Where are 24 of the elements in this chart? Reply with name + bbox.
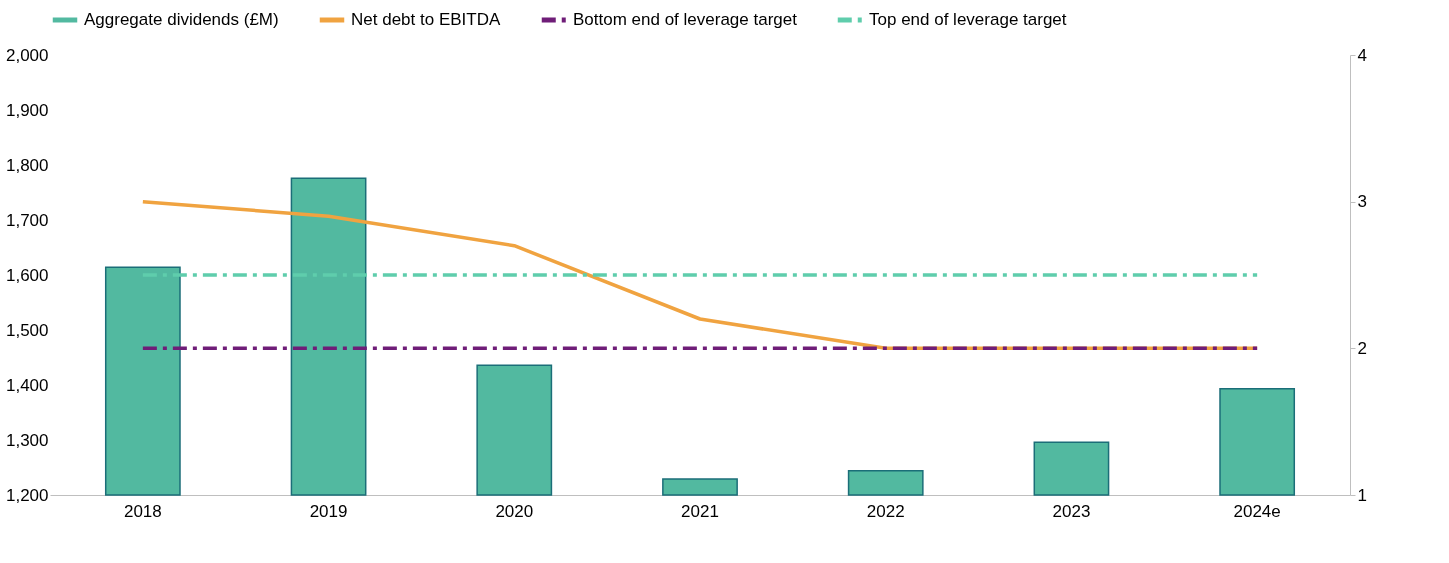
x-tick-label: 2023 bbox=[1052, 501, 1091, 521]
y-tick-label: 1,800 bbox=[5, 155, 49, 175]
y2-tick-label: 2 bbox=[1357, 338, 1367, 358]
y-tick-label: 1,300 bbox=[5, 430, 49, 450]
x-tick-label: 2020 bbox=[495, 501, 534, 521]
y-tick-label: 1,600 bbox=[5, 265, 49, 285]
y-tick-label: 1,500 bbox=[5, 320, 49, 340]
legend-label: Bottom end of leverage target bbox=[573, 10, 798, 29]
y-tick-label: 1,700 bbox=[5, 210, 49, 230]
y2-tick-label: 4 bbox=[1357, 45, 1367, 65]
legend-label: Aggregate dividends (£M) bbox=[84, 10, 279, 29]
y-tick-label: 1,200 bbox=[5, 485, 49, 505]
y-tick-label: 1,400 bbox=[5, 375, 49, 395]
y-tick-label: 1,900 bbox=[5, 100, 49, 120]
y-tick-label: 2,000 bbox=[5, 45, 49, 65]
x-tick-label: 2019 bbox=[309, 501, 348, 521]
legend-label: Top end of leverage target bbox=[869, 10, 1067, 29]
x-tick-label: 2022 bbox=[866, 501, 905, 521]
x-tick-label: 2021 bbox=[681, 501, 719, 521]
y2-tick-label: 1 bbox=[1357, 485, 1367, 505]
x-tick-label: 2018 bbox=[123, 501, 162, 521]
legend-label: Net debt to EBITDA bbox=[351, 10, 501, 29]
y2-tick-label: 3 bbox=[1357, 192, 1367, 212]
x-tick-label: 2024e bbox=[1233, 501, 1281, 521]
